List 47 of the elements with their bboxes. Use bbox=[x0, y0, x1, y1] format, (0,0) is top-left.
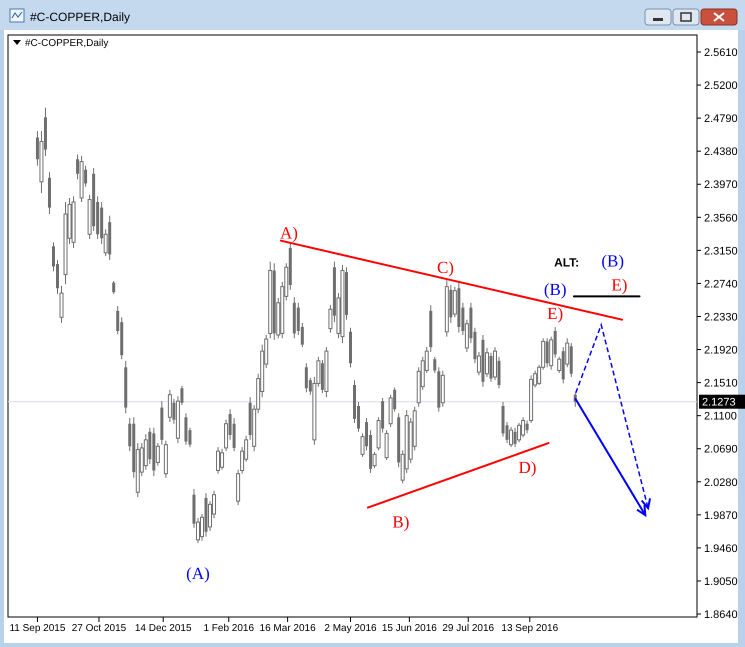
y-tick-label: 2.3560 bbox=[704, 212, 738, 224]
annotation: ALT: bbox=[554, 255, 580, 270]
annotation: C) bbox=[436, 258, 454, 277]
annotation: (B) bbox=[601, 251, 624, 270]
y-tick-label: 2.0690 bbox=[704, 444, 738, 456]
y-tick-label: 2.2740 bbox=[704, 278, 738, 290]
candlestick bbox=[112, 280, 116, 294]
x-tick-label: 1 Feb 2016 bbox=[203, 623, 254, 634]
x-tick-label: 15 Jun 2016 bbox=[382, 623, 438, 634]
y-tick-label: 2.0280 bbox=[704, 476, 738, 489]
annotation: (A) bbox=[186, 564, 210, 584]
x-tick-label: 13 Sep 2016 bbox=[501, 623, 559, 634]
x-tick-label: 29 Jul 2016 bbox=[442, 623, 495, 634]
candlestick bbox=[509, 426, 514, 448]
y-tick-label: 1.8640 bbox=[704, 609, 738, 622]
annotation: E) bbox=[547, 304, 564, 323]
annotation: D) bbox=[518, 458, 536, 478]
y-tick-label: 1.9870 bbox=[704, 510, 738, 522]
y-tick-label: 2.2330 bbox=[704, 311, 738, 324]
candlestick bbox=[433, 356, 436, 374]
y-tick-label: 2.1510 bbox=[704, 378, 738, 390]
y-tick-label: 2.1100 bbox=[704, 410, 737, 423]
x-tick-label: 11 Sep 2015 bbox=[9, 623, 66, 634]
x-tick-label: 2 May 2016 bbox=[324, 623, 378, 634]
y-tick-label: 2.4380 bbox=[704, 146, 738, 158]
annotation: B) bbox=[392, 512, 410, 532]
chart-subtitle: #C-COPPER,Daily bbox=[25, 38, 108, 49]
x-tick-label: 14 Dec 2015 bbox=[134, 623, 192, 634]
x-tick-label: 16 Mar 2016 bbox=[260, 623, 316, 634]
y-tick-label: 2.5200 bbox=[704, 80, 738, 92]
ref-line-label: 2.1273 bbox=[702, 396, 736, 409]
annotation: (B) bbox=[544, 280, 567, 299]
candlestick bbox=[216, 446, 220, 474]
y-tick-label: 2.1920 bbox=[704, 344, 738, 357]
y-tick-label: 2.5610 bbox=[704, 47, 738, 60]
y-tick-label: 2.4790 bbox=[704, 113, 738, 126]
y-tick-label: 2.3970 bbox=[704, 179, 738, 192]
candlestick bbox=[168, 389, 172, 423]
annotation: A) bbox=[280, 224, 298, 243]
x-tick-label: 27 Oct 2015 bbox=[72, 623, 127, 634]
y-tick-label: 1.9050 bbox=[704, 576, 738, 588]
candlestick bbox=[220, 448, 224, 470]
y-tick-label: 2.3150 bbox=[704, 245, 738, 258]
chart-title: #C-COPPER,Daily bbox=[30, 10, 130, 24]
annotation: E) bbox=[611, 275, 628, 294]
y-tick-label: 1.9460 bbox=[704, 542, 738, 555]
candlestick bbox=[304, 362, 308, 393]
